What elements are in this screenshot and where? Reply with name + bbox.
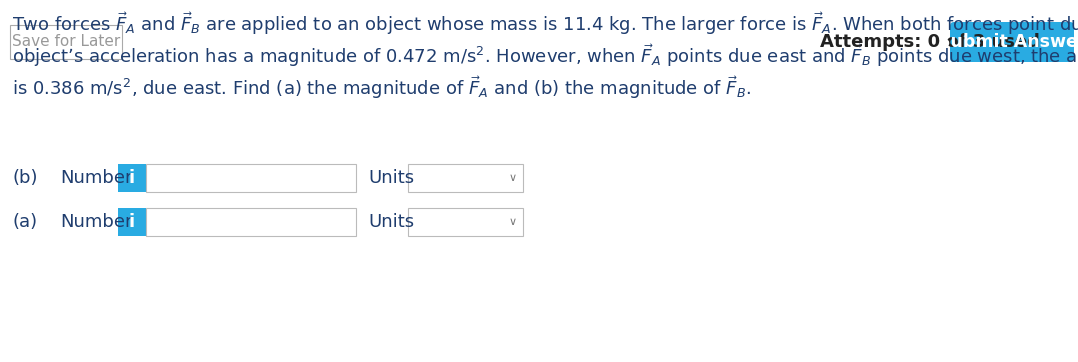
Text: i: i [129, 213, 135, 231]
Text: Submit Answer: Submit Answer [938, 33, 1078, 51]
Text: (a): (a) [12, 213, 37, 231]
Text: Two forces $\vec{F}_A$ and $\vec{F}_B$ are applied to an object whose mass is 11: Two forces $\vec{F}_A$ and $\vec{F}_B$ a… [12, 10, 1078, 37]
Text: ∨: ∨ [509, 173, 517, 183]
Text: Save for Later: Save for Later [12, 34, 120, 50]
FancyBboxPatch shape [950, 22, 1074, 62]
Bar [407, 208, 523, 236]
Text: Units: Units [368, 169, 414, 187]
Bar [10, 25, 122, 59]
Bar [407, 164, 523, 192]
Text: object’s acceleration has a magnitude of 0.472 m/s$^2$. However, when $\vec{F}_A: object’s acceleration has a magnitude of… [12, 42, 1078, 69]
Bar [118, 164, 146, 192]
Text: (b): (b) [12, 169, 38, 187]
Text: Units: Units [368, 213, 414, 231]
Text: i: i [129, 169, 135, 187]
Bar [118, 208, 146, 236]
Bar [146, 208, 356, 236]
Text: Number: Number [60, 213, 133, 231]
Bar [146, 164, 356, 192]
Text: is 0.386 m/s$^2$, due east. Find (a) the magnitude of $\vec{F}_A$ and (b) the ma: is 0.386 m/s$^2$, due east. Find (a) the… [12, 74, 751, 101]
Text: ∨: ∨ [509, 217, 517, 227]
Text: Attempts: 0 of 3 used: Attempts: 0 of 3 used [820, 33, 1040, 51]
Text: Number: Number [60, 169, 133, 187]
